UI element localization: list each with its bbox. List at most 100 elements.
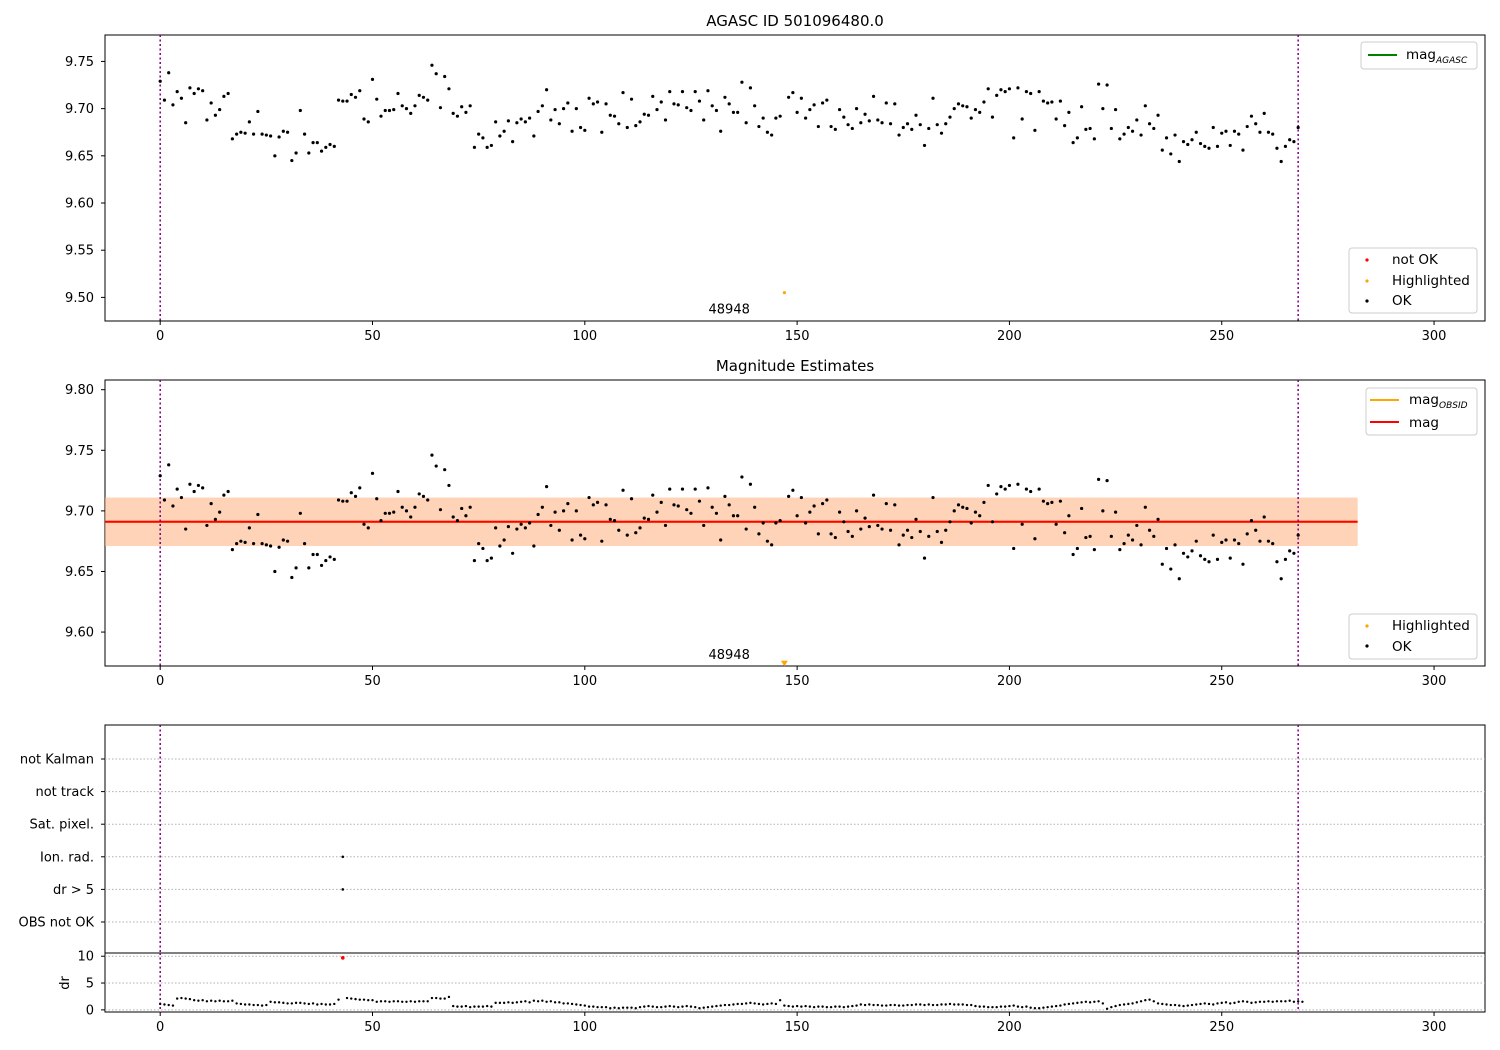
ok-point [680, 90, 685, 94]
ok-point [396, 489, 400, 494]
dr-point [401, 1000, 404, 1004]
ok-point [1275, 560, 1279, 564]
ok-point [158, 79, 162, 83]
dr-point [197, 999, 200, 1002]
dr-point [188, 997, 192, 1001]
ok-point [1105, 478, 1109, 483]
ok-point [1130, 538, 1135, 542]
ok-point [621, 90, 625, 95]
ok-point [1075, 136, 1079, 140]
ok-point [1084, 127, 1088, 131]
panel1-y-tick-label: 9.70 [65, 102, 94, 117]
dr-point [694, 1005, 697, 1009]
ok-point [345, 499, 349, 503]
ok-point [426, 98, 430, 102]
flags-panel: not Kalman not track Sat. pixel. Ion. rad. d… [19, 724, 1486, 954]
dr-point [995, 1005, 998, 1009]
ok-point [235, 132, 239, 136]
dr-point [1033, 1007, 1037, 1010]
ok-point [685, 106, 689, 110]
ok-point [965, 105, 969, 109]
ok-point [1190, 549, 1194, 553]
ok-point [884, 502, 888, 506]
ok-point [235, 542, 239, 546]
dr-point [761, 1003, 765, 1006]
panel2-x-tick-label: 200 [997, 674, 1022, 689]
ok-point [1080, 506, 1084, 511]
ok-point [396, 91, 400, 96]
ok-point [837, 510, 842, 514]
dr-point [859, 1003, 863, 1006]
ok-point [837, 107, 842, 112]
ok-point [175, 487, 179, 491]
ok-point [736, 514, 740, 518]
ok-point [1126, 533, 1130, 537]
ok-point [392, 107, 396, 112]
ok-point [392, 510, 396, 514]
ok-point [226, 91, 230, 96]
ok-point [417, 492, 421, 496]
dr-point [1118, 1003, 1122, 1007]
legend-label-mag-obsid: magOBSID [1409, 392, 1468, 411]
dr-point [1190, 1003, 1194, 1007]
ok-point [302, 132, 307, 136]
panel3-frame [104, 724, 1486, 954]
dr-point [358, 998, 361, 1001]
dr-point [965, 1003, 969, 1007]
ok-point [511, 551, 515, 555]
ok-point [995, 93, 999, 98]
ok-point [833, 127, 837, 131]
ok-point [1037, 90, 1041, 94]
ok-point [578, 533, 583, 537]
dr-point [180, 996, 183, 1000]
ok-point [336, 98, 341, 102]
ok-point [269, 544, 273, 548]
ok-point [413, 505, 417, 509]
ok-point [629, 497, 634, 501]
ok-point [825, 98, 829, 102]
dr-point [757, 1002, 761, 1006]
ok-point [625, 125, 629, 130]
dr-point [311, 1002, 315, 1005]
panel1-title: AGASC ID 501096480.0 [706, 12, 884, 30]
dr-point [451, 1004, 455, 1008]
dr-point [638, 1005, 642, 1009]
ok-point [914, 517, 918, 521]
ok-point [1249, 518, 1254, 523]
dr-point [919, 1003, 922, 1006]
ok-point [973, 107, 978, 112]
ok-point [939, 540, 944, 544]
ok-point [494, 120, 498, 124]
dr-point [1037, 1007, 1041, 1010]
ok-point [651, 493, 655, 497]
ok-point [952, 107, 956, 111]
panel2-uncertainty-band [105, 497, 1358, 547]
ok-point [842, 520, 846, 524]
dr-point [880, 1004, 884, 1007]
ok-point [209, 101, 213, 105]
dr-point [1067, 1002, 1071, 1006]
dr-point [1101, 1002, 1105, 1005]
ok-point [1279, 159, 1283, 164]
ok-point [409, 111, 413, 115]
ok-point [965, 506, 969, 511]
ok-point [753, 505, 757, 509]
dr-point [541, 999, 544, 1002]
legend-marker-ok [1365, 644, 1369, 648]
ok-point [205, 118, 209, 122]
ok-point [1016, 86, 1020, 90]
ok-point [816, 532, 820, 536]
ok-point [697, 499, 702, 503]
ok-point [1258, 130, 1262, 134]
ok-point [944, 122, 948, 126]
dr-point [689, 1005, 693, 1008]
dr-point [1186, 1004, 1189, 1007]
ok-point [668, 487, 672, 491]
ok-point [748, 482, 753, 486]
ok-point [1249, 114, 1254, 118]
ok-point [663, 523, 668, 528]
ok-point [1135, 118, 1139, 122]
ok-point [1169, 152, 1173, 156]
ok-point [833, 535, 837, 540]
dr-point [889, 1003, 892, 1007]
